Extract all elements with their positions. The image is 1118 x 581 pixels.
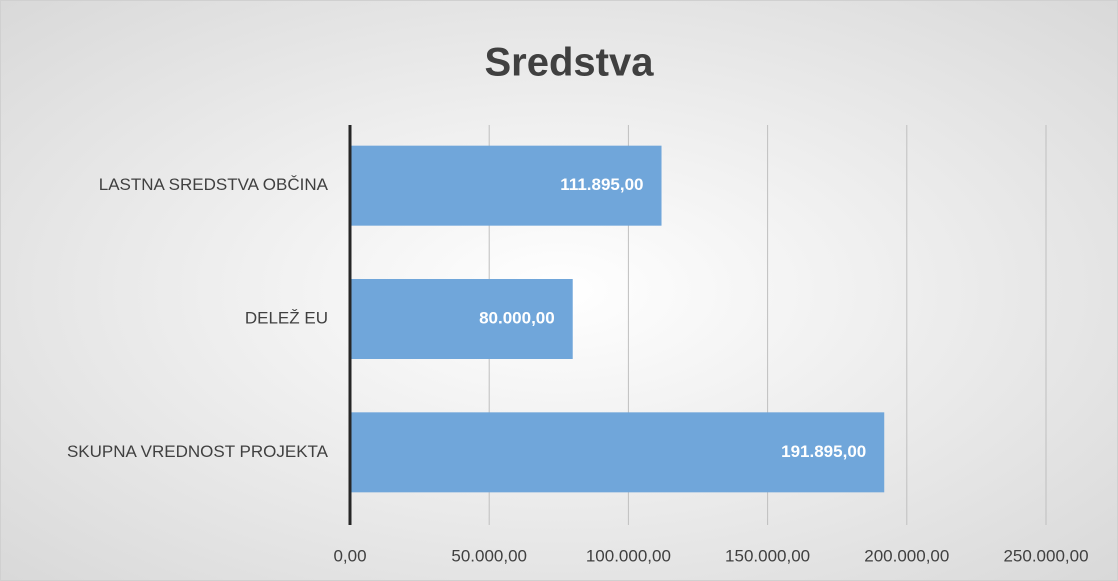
- bar: [350, 412, 885, 493]
- x-tick-label: 0,00: [333, 546, 366, 565]
- y-tick-label: LASTNA SREDSTVA OBČINA: [99, 175, 329, 194]
- value-label: 191.895,00: [781, 442, 866, 461]
- x-tick-label: 150.000,00: [725, 546, 810, 565]
- x-tick-label: 50.000,00: [451, 546, 527, 565]
- value-label: 80.000,00: [479, 308, 555, 327]
- value-label: 111.895,00: [560, 175, 643, 194]
- x-tick-label: 200.000,00: [864, 546, 949, 565]
- chart-title: Sredstva: [485, 41, 655, 85]
- x-tick-label: 100.000,00: [586, 546, 671, 565]
- x-tick-label: 250.000,00: [1003, 546, 1088, 565]
- y-tick-label: SKUPNA VREDNOST PROJEKTA: [67, 442, 329, 461]
- y-tick-label: DELEŽ EU: [245, 308, 328, 327]
- bar: [350, 279, 573, 359]
- bar: [350, 145, 662, 226]
